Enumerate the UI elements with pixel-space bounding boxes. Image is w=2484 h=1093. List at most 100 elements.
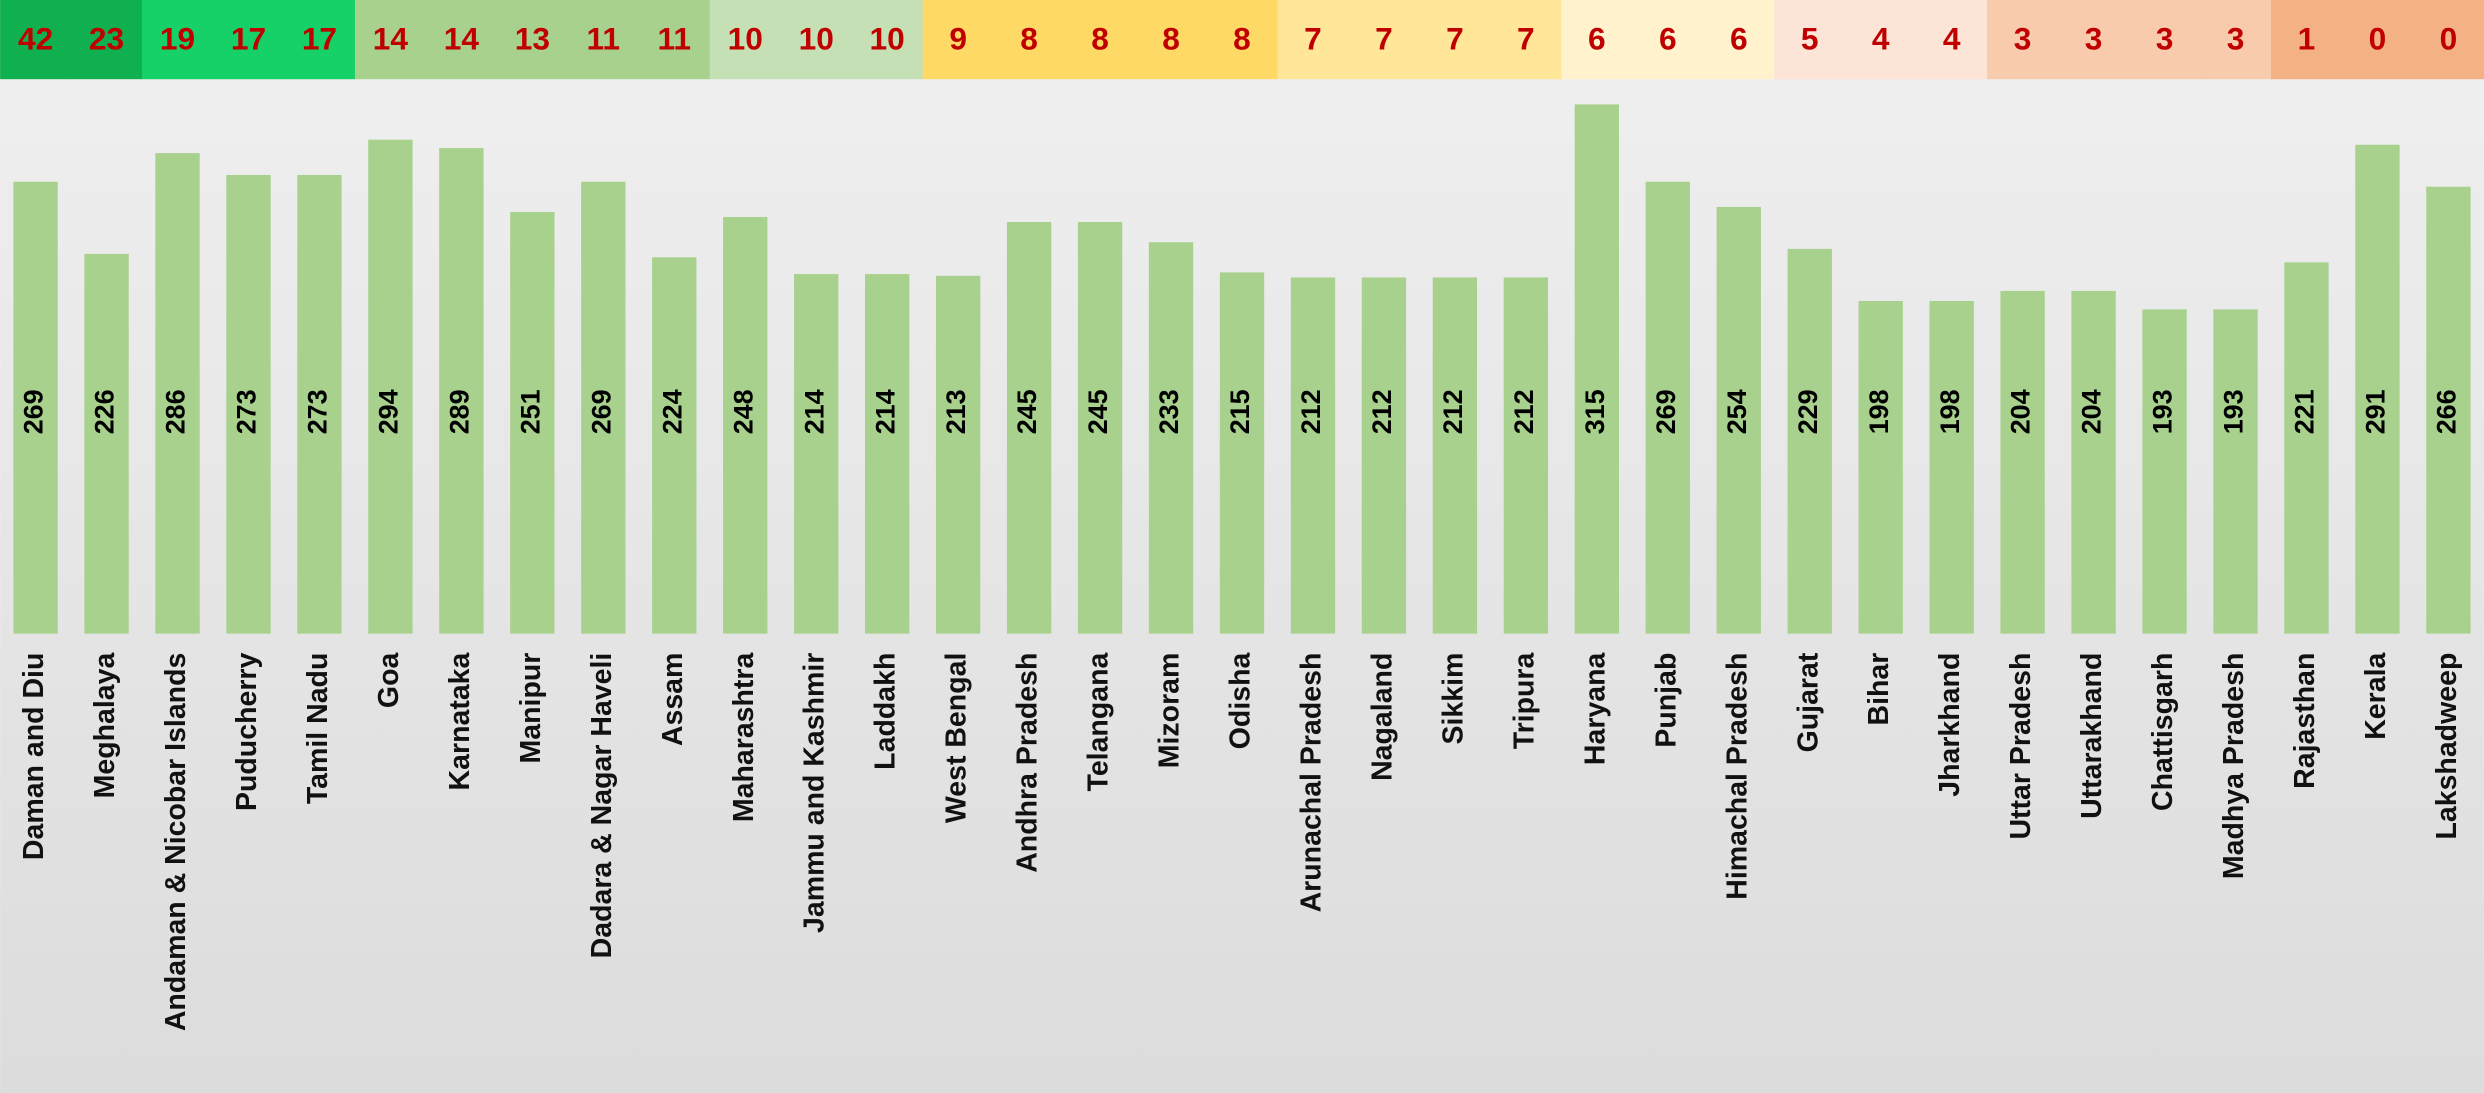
value-label: 269 (19, 389, 49, 434)
top-cell (1206, 0, 1279, 80)
value-label: 224 (657, 389, 687, 434)
value-label: 212 (1367, 389, 1397, 434)
bar (297, 174, 342, 634)
bar (935, 275, 981, 634)
bar (1432, 277, 1478, 634)
value-label: 204 (2077, 389, 2107, 434)
top-value: 7 (1304, 21, 1322, 57)
top-cell (2341, 0, 2414, 80)
x-tick-label: Rajasthan (2289, 653, 2321, 789)
x-tick-label: Gujarat (1792, 652, 1824, 752)
top-cell (1064, 0, 1137, 80)
top-cell (1632, 0, 1705, 80)
top-value: 9 (949, 21, 967, 57)
top-cell (993, 0, 1066, 80)
x-tick-label: Jharkhand (1934, 653, 1966, 797)
value-label: 212 (1509, 389, 1539, 434)
top-value: 4 (1872, 21, 1890, 57)
top-cell (1490, 0, 1563, 80)
top-cell (425, 0, 498, 80)
x-tick-label: Uttarakhand (2076, 653, 2108, 819)
top-cell (354, 0, 427, 80)
x-tick-label: Tamil Nadu (302, 653, 334, 805)
top-value: 0 (2440, 21, 2458, 57)
x-tick-label: Madhya Pradesh (2218, 653, 2250, 880)
top-cell (0, 0, 72, 80)
x-tick-label: Jammu and Kashmir (799, 653, 831, 933)
value-label: 291 (2361, 389, 2391, 434)
top-cell (1987, 0, 2059, 80)
x-tick-label: West Bengal (941, 653, 973, 824)
top-cell (2200, 0, 2272, 80)
bar (2426, 186, 2471, 634)
bar (1716, 206, 1761, 634)
value-label: 212 (1296, 389, 1326, 434)
bar (1787, 248, 1832, 634)
x-tick-label: Arunachal Pradesh (1295, 653, 1327, 913)
x-tick-label: Meghalaya (89, 651, 121, 798)
value-label: 315 (1580, 389, 1610, 434)
value-label: 198 (1864, 389, 1894, 434)
x-tick-label: Goa (373, 651, 405, 708)
top-value: 19 (160, 21, 195, 57)
value-label: 215 (1225, 389, 1255, 434)
x-tick-label: Telangana (1083, 651, 1115, 791)
top-value: 3 (2156, 21, 2174, 57)
x-tick-label: Manipur (515, 653, 547, 764)
top-value: 11 (658, 21, 691, 57)
top-cell (709, 0, 782, 80)
x-tick-label: Sikkim (1437, 653, 1469, 745)
value-label: 229 (1793, 389, 1823, 434)
x-tick-label: Andhra Pradesh (1012, 653, 1044, 873)
bar (864, 274, 910, 634)
top-cell (780, 0, 853, 80)
bar (2284, 262, 2329, 634)
top-value: 3 (2085, 21, 2103, 57)
value-label: 245 (1083, 389, 1113, 434)
x-tick-label: Chattisgarh (2147, 653, 2179, 811)
x-tick-label: Odisha (1225, 651, 1257, 749)
top-value: 3 (2227, 21, 2245, 57)
top-cell (142, 0, 214, 80)
bar (581, 181, 626, 634)
x-tick-label: Maharashtra (728, 651, 760, 822)
top-cell (638, 0, 711, 80)
top-cell (2058, 0, 2130, 80)
value-label: 214 (870, 389, 900, 434)
x-tick-label: Uttar Pradesh (2005, 653, 2037, 840)
bar (155, 153, 200, 634)
top-value: 8 (1091, 21, 1109, 57)
top-value: 10 (870, 21, 905, 57)
top-value: 7 (1375, 21, 1393, 57)
x-tick-label: Assam (657, 653, 689, 746)
top-cell (1774, 0, 1847, 80)
x-tick-label: Kerala (2360, 651, 2392, 739)
value-label: 273 (303, 389, 333, 434)
top-value: 7 (1517, 21, 1535, 57)
top-value: 4 (1943, 21, 1961, 57)
bar (226, 174, 271, 634)
top-cell (851, 0, 924, 80)
value-label: 221 (2290, 389, 2320, 434)
x-tick-label: Himachal Pradesh (1721, 653, 1753, 900)
top-value: 10 (799, 21, 834, 57)
x-tick-label: Laddakh (870, 653, 902, 770)
top-value: 13 (515, 21, 550, 57)
top-value: 6 (1588, 21, 1606, 57)
bar (1574, 104, 1620, 634)
bar (2000, 290, 2045, 634)
x-tick-label: Daman and Diu (18, 653, 50, 860)
x-tick-label: Puducherry (231, 652, 263, 811)
value-label: 245 (1012, 389, 1042, 434)
x-tick-label: Haryana (1579, 651, 1611, 765)
bar (1077, 222, 1123, 634)
top-value: 14 (444, 21, 480, 57)
top-value: 0 (2369, 21, 2387, 57)
top-cell (2412, 0, 2484, 80)
bar (84, 253, 129, 634)
value-label: 193 (2148, 389, 2178, 434)
value-label: 214 (799, 389, 829, 434)
bar (652, 257, 697, 634)
top-value: 14 (373, 21, 409, 57)
bar (2142, 309, 2187, 634)
